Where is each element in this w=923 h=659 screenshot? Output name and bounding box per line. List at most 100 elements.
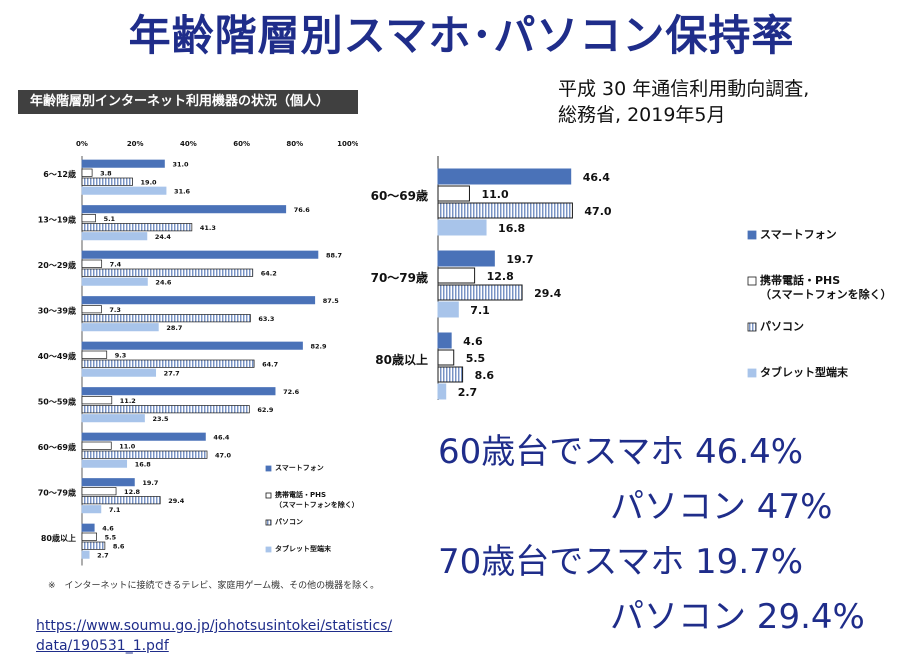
c1-bar-2-1: [81, 259, 103, 268]
c1-bar-6-2: [81, 450, 208, 459]
c2-bar-1-0: [437, 250, 495, 267]
c1-data-label-1-0: 76.6: [294, 206, 311, 214]
c1-legend-label-1: 携帯電話・PHS: [275, 490, 326, 499]
c1-data-label-3-1: 7.3: [109, 306, 121, 314]
source-url-line-1[interactable]: https://www.soumu.go.jp/johotsusintokei/…: [36, 618, 393, 634]
c1-bar-7-0: [81, 478, 135, 487]
c1-data-label-7-3: 7.1: [109, 506, 121, 514]
c1-bar-5-1: [81, 396, 113, 405]
c2-data-label-0-0: 46.4: [583, 171, 610, 184]
c1-bar-4-3: [81, 368, 157, 377]
c1-data-label-8-0: 4.6: [102, 524, 114, 532]
c1-bar-5-3: [81, 414, 145, 423]
c2-category-label-2: 80歳以上: [375, 352, 428, 367]
c2-legend-swatch-1: [747, 276, 757, 286]
c1-bar-3-2: [81, 314, 251, 323]
c2-bar-0-1: [437, 185, 470, 202]
c2-category-label-0: 60～69歳: [371, 188, 428, 203]
c1-bar-4-0: [81, 341, 303, 350]
c1-category-label-2: 20～29歳: [38, 260, 76, 270]
c1-data-label-3-2: 63.3: [258, 315, 274, 323]
c2-bar-1-2: [437, 284, 523, 301]
c1-bar-1-1: [81, 214, 96, 223]
c1-data-label-4-0: 82.9: [311, 342, 328, 350]
c1-data-label-2-1: 7.4: [110, 260, 122, 268]
c1-data-label-5-1: 11.2: [120, 397, 136, 405]
c2-bar-1-1: [437, 267, 476, 284]
c1-data-label-4-3: 27.7: [164, 369, 180, 377]
c2-legend-swatch-2: [747, 322, 757, 332]
c1-category-label-5: 50～59歳: [38, 397, 76, 407]
c1-data-label-4-2: 64.7: [262, 360, 278, 368]
c2-bar-1-3: [437, 301, 459, 318]
c1-category-label-7: 70～79歳: [38, 488, 76, 498]
c1-data-label-8-3: 2.7: [97, 551, 109, 559]
c2-bar-0-2: [437, 202, 573, 219]
highlight-60s-pc: パソコン 47%: [610, 487, 833, 527]
c1-data-label-1-2: 41.3: [200, 224, 216, 232]
c2-data-label-2-0: 4.6: [463, 335, 483, 348]
c1-data-label-5-0: 72.6: [283, 388, 300, 396]
c1-legend-label-2: パソコン: [275, 517, 303, 526]
c1-data-label-2-2: 64.2: [261, 269, 277, 277]
c1-data-label-1-3: 24.4: [155, 233, 172, 241]
c1-bar-3-1: [81, 305, 102, 314]
c1-data-label-7-0: 19.7: [142, 479, 158, 487]
c1-legend-swatch-1: [265, 492, 272, 499]
c1-data-label-2-0: 88.7: [326, 251, 342, 259]
c2-legend-label-1-b: （スマートフォンを除く）: [760, 287, 892, 301]
c1-data-label-5-2: 62.9: [257, 406, 274, 414]
c1-bar-0-3: [81, 186, 167, 195]
c2-bar-2-0: [437, 332, 452, 349]
c1-data-label-6-2: 47.0: [215, 451, 232, 459]
c1-bar-8-3: [81, 550, 90, 559]
c1-bar-6-3: [81, 459, 128, 468]
c1-data-label-8-1: 5.5: [105, 533, 117, 541]
c2-bar-2-2: [437, 366, 464, 383]
c1-category-label-6: 60～69歳: [38, 442, 76, 452]
c1-bar-0-0: [81, 159, 165, 168]
c1-bar-8-1: [81, 532, 97, 541]
c1-bar-3-0: [81, 296, 316, 305]
c1-category-label-1: 13～19歳: [38, 215, 76, 225]
c1-data-label-3-3: 28.7: [166, 324, 182, 332]
c1-bar-4-1: [81, 350, 108, 359]
c2-bar-2-1: [437, 349, 455, 366]
c1-data-label-3-0: 87.5: [323, 297, 340, 305]
c1-x-tick-4: 80%: [286, 140, 303, 148]
c1-bar-1-3: [81, 232, 148, 241]
c2-data-label-1-0: 19.7: [506, 253, 533, 266]
c1-x-tick-2: 40%: [180, 140, 197, 148]
c1-data-label-0-3: 31.6: [174, 187, 191, 195]
c1-x-tick-1: 20%: [127, 140, 144, 148]
chart2-senior-detail: 60～69歳 46.4 11.0 47.0 16.8 70～79歳 19.7 12.8 29.4…: [371, 156, 892, 400]
c2-legend-label-1: 携帯電話・PHS: [760, 273, 840, 287]
c2-legend-label-2: パソコン: [760, 320, 804, 333]
source-line-2: 総務省, 2019年5月: [558, 104, 726, 126]
c1-bar-8-0: [81, 523, 95, 532]
source-citation: 平成 30 年通信利用動向調査, 総務省, 2019年5月: [558, 76, 809, 128]
c1-data-label-6-0: 46.4: [213, 433, 230, 441]
c2-legend-swatch-3: [747, 368, 757, 378]
c1-data-label-0-0: 31.0: [172, 160, 189, 168]
c1-bar-1-2: [81, 223, 193, 232]
c1-bar-1-0: [81, 205, 287, 214]
source-url-line-2[interactable]: data/190531_1.pdf: [36, 638, 169, 654]
c2-data-label-0-1: 11.0: [481, 188, 508, 201]
c1-bar-5-0: [81, 387, 276, 396]
c1-bar-3-3: [81, 323, 159, 332]
c1-data-label-7-1: 12.8: [124, 488, 141, 496]
c2-data-label-1-1: 12.8: [487, 270, 514, 283]
slide-title: 年齢階層別スマホ･パソコン保持率: [128, 11, 795, 60]
source-line-1: 平成 30 年通信利用動向調査,: [558, 78, 810, 100]
c1-category-label-4: 40～49歳: [38, 351, 76, 361]
c1-bar-0-1: [81, 168, 93, 177]
c1-bar-7-1: [81, 487, 117, 496]
c1-data-label-5-3: 23.5: [153, 415, 170, 423]
c2-bar-2-3: [437, 383, 447, 400]
c1-bar-7-2: [81, 496, 161, 505]
c1-data-label-1-1: 5.1: [104, 215, 116, 223]
c1-bar-4-2: [81, 359, 255, 368]
c1-x-tick-5: 100%: [337, 140, 358, 148]
source-url-link[interactable]: https://www.soumu.go.jp/johotsusintokei/…: [36, 616, 392, 656]
